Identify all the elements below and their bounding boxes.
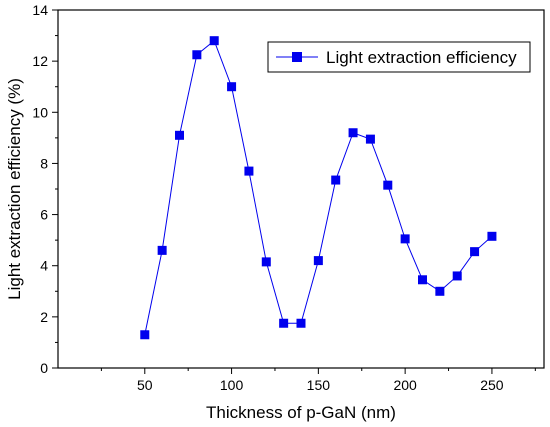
x-tick-label: 200 — [393, 377, 417, 393]
series-layer — [140, 36, 497, 340]
data-point-marker — [192, 50, 202, 60]
y-tick-label: 0 — [40, 360, 48, 376]
data-point-marker — [209, 36, 219, 46]
data-point-marker — [418, 275, 427, 285]
data-point-marker — [279, 318, 289, 328]
y-tick-label: 2 — [40, 309, 48, 325]
data-point-marker — [487, 231, 497, 241]
data-point-marker — [400, 234, 410, 244]
y-tick-label: 8 — [40, 155, 48, 171]
data-point-marker — [140, 330, 150, 340]
x-tick-label: 150 — [307, 377, 331, 393]
data-point-marker — [452, 271, 462, 281]
x-axis-ticks — [100, 368, 536, 374]
data-point-marker — [244, 166, 254, 176]
y-axis-title: Light extraction efficiency (%) — [5, 78, 24, 300]
y-axis-ticks — [52, 9, 58, 369]
x-tick-label: 250 — [480, 377, 504, 393]
y-tick-label: 14 — [32, 2, 48, 18]
x-tick-label: 50 — [137, 377, 153, 393]
data-point-marker — [470, 247, 480, 257]
data-point-marker — [435, 286, 445, 296]
y-tick-label: 6 — [40, 207, 48, 223]
data-point-marker — [175, 130, 184, 140]
data-point-marker — [227, 82, 237, 92]
data-point-marker — [313, 256, 323, 266]
legend: Light extraction efficiency — [267, 41, 531, 73]
y-axis-tick-labels: 0 2 4 6 8 10 12 14 — [32, 2, 48, 376]
x-tick-label: 100 — [220, 377, 244, 393]
y-tick-label: 12 — [32, 53, 48, 69]
x-axis-tick-labels: 50 100 150 200 250 — [137, 377, 504, 393]
data-point-marker — [296, 318, 306, 328]
x-axis-title: Thickness of p-GaN (nm) — [206, 403, 396, 422]
legend-marker-square — [292, 52, 302, 62]
data-point-marker — [348, 128, 358, 138]
y-tick-label: 4 — [40, 258, 48, 274]
data-point-marker — [383, 180, 393, 190]
data-point-marker — [365, 134, 375, 144]
legend-label: Light extraction efficiency — [326, 48, 517, 67]
data-point-marker — [331, 175, 341, 185]
y-tick-label: 10 — [32, 104, 48, 120]
data-point-marker — [157, 245, 167, 255]
data-point-marker — [261, 257, 271, 267]
